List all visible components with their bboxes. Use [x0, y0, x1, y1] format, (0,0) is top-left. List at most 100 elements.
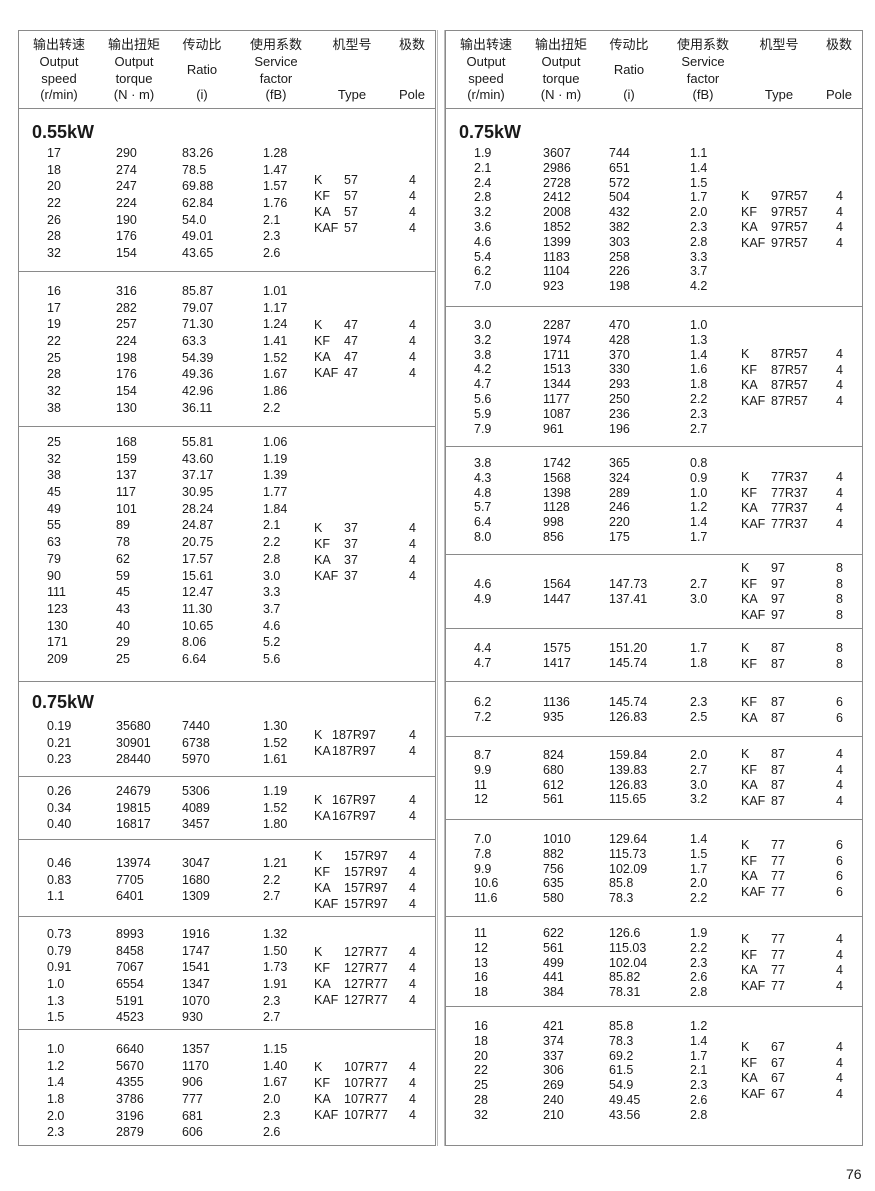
pole-count: 4 [409, 366, 416, 380]
table-row: 1.1 6401 1309 2.7 [19, 889, 435, 906]
table-row: 17 290 83.26 1.28 [19, 146, 435, 163]
ratio-cell: 115.65 [609, 792, 647, 807]
output-speed-cell: 1.5 [47, 1010, 65, 1025]
service-factor-cell: 3.0 [263, 568, 281, 583]
service-factor-cell: 4.6 [263, 618, 281, 633]
ratio-cell: 226 [609, 264, 630, 279]
service-factor-cell: 1.39 [263, 468, 288, 483]
type-line: K 57 4 [19, 173, 435, 189]
table-row: 4.7 1417 145.74 1.8 [446, 656, 862, 671]
type-line: KA 77 4 [446, 963, 862, 979]
output-torque-cell: 62 [116, 551, 130, 566]
output-speed-cell: 63 [47, 535, 61, 550]
type-model: 157R97 [344, 849, 388, 863]
output-torque-cell: 935 [543, 709, 564, 724]
header-label-cn: 使用系数 [676, 37, 729, 52]
pole-count: 4 [409, 865, 416, 879]
output-torque-cell: 2287 [543, 318, 571, 332]
output-torque-cell: 176 [116, 367, 137, 382]
ratio-cell: 43.56 [609, 1107, 641, 1122]
pole-count: 4 [409, 173, 416, 187]
ratio-cell: 30.95 [182, 485, 214, 500]
service-factor-cell: 2.6 [690, 970, 708, 985]
ratio-cell: 78.3 [609, 891, 634, 906]
output-speed-cell: 2.4 [474, 175, 492, 190]
pole-count: 4 [836, 1055, 843, 1070]
type-prefix: K [741, 347, 750, 361]
header-label-cn: 传动比 [609, 37, 649, 52]
table-row: 0.34 19815 4089 1.52 [19, 801, 435, 818]
ratio-cell: 6738 [182, 735, 210, 750]
table-row: 171 29 8.06 5.2 [19, 635, 435, 652]
output-torque-cell: 580 [543, 891, 564, 906]
output-torque-cell: 1564 [543, 577, 571, 591]
output-speed-cell: 9.9 [474, 762, 492, 777]
service-factor-cell: 2.1 [263, 518, 281, 533]
data-rows: 0.73 8993 1916 1.32 0.79 8458 1747 1.50 0.91 7067… [19, 927, 435, 1027]
header-label-en: Output [39, 54, 79, 69]
table-section: 0.75kW 0.19 35680 7440 1.30 0.21 30901 6738 1.52… [19, 682, 435, 777]
output-speed-cell: 2.8 [474, 190, 492, 205]
service-factor-cell: 3.2 [690, 792, 708, 807]
output-torque-cell: 45 [116, 585, 130, 600]
service-factor-cell: 2.0 [690, 748, 708, 762]
output-torque-cell: 24679 [116, 784, 151, 798]
type-model: 157R97 [344, 897, 388, 911]
ratio-cell: 11.30 [182, 601, 213, 616]
type-model: 37 [344, 537, 358, 551]
type-prefix: KAF [741, 235, 766, 250]
type-prefix: KF [741, 853, 757, 868]
output-torque-cell: 635 [543, 876, 564, 891]
output-speed-cell: 16 [47, 284, 61, 298]
pole-count: 4 [836, 747, 843, 761]
data-rows: 3.0 2287 470 1.0 3.2 1974 428 1.3 3.8 1711 370 1.4 4… [446, 318, 862, 436]
output-torque-cell: 1177 [543, 391, 570, 406]
header-label-en: Service [681, 54, 725, 69]
type-prefix: K [314, 318, 323, 332]
output-torque-cell: 1010 [543, 832, 571, 846]
pole-count: 4 [836, 470, 843, 484]
type-prefix: KF [314, 1076, 330, 1090]
service-factor-cell: 1.2 [690, 1019, 708, 1033]
output-torque-cell: 1104 [543, 264, 570, 279]
table-section: 0.55kW 17 290 83.26 1.28 18 274 78.5 1.47 20 247 69… [19, 109, 435, 272]
service-factor-cell: 1.50 [263, 943, 288, 958]
output-speed-cell: 123 [47, 601, 68, 616]
output-speed-cell: 4.6 [474, 577, 492, 591]
ratio-cell: 1916 [182, 927, 210, 941]
table-row: 5.4 1183 258 3.3 [446, 250, 862, 265]
ratio-cell: 63.3 [182, 334, 207, 349]
table-row: 1.0 6640 1357 1.15 [19, 1042, 435, 1059]
type-model: 97R57 [771, 189, 808, 203]
ratio-cell: 85.8 [609, 1019, 634, 1033]
table-row: 63 78 20.75 2.2 [19, 535, 435, 552]
service-factor-cell: 3.0 [690, 777, 708, 792]
output-speed-cell: 1.0 [47, 1042, 65, 1056]
table-row: 25 269 54.9 2.3 [446, 1078, 862, 1093]
table-row: 0.83 7705 1680 2.2 [19, 873, 435, 890]
table-row: 4.9 1447 137.41 3.0 [446, 592, 862, 607]
type-prefix: KF [314, 189, 330, 203]
ratio-cell: 324 [609, 470, 630, 485]
pole-count: 4 [836, 485, 843, 500]
type-model: 37 [344, 553, 358, 567]
type-prefix: KF [741, 576, 757, 591]
power-rating-title: 0.75kW [32, 692, 95, 712]
table-row: 11 612 126.83 3.0 [446, 778, 862, 793]
ratio-cell: 83.26 [182, 146, 214, 160]
service-factor-cell: 1.8 [690, 655, 708, 670]
ratio-cell: 151.20 [609, 641, 648, 655]
type-model: 77R37 [771, 516, 808, 531]
table-row: 3.8 1742 365 0.8 [446, 456, 862, 471]
type-line: KA 87 4 [446, 778, 862, 794]
service-factor-cell: 3.7 [690, 264, 708, 279]
pole-count: 4 [836, 393, 843, 408]
pole-count: 4 [409, 744, 416, 758]
service-factor-cell: 1.76 [263, 196, 288, 211]
type-model: 57 [344, 221, 358, 235]
pole-count: 4 [836, 932, 843, 946]
ratio-cell: 129.64 [609, 832, 648, 846]
pole-count: 4 [836, 347, 843, 361]
ratio-cell: 54.9 [609, 1078, 634, 1093]
type-prefix: KA [314, 1092, 331, 1106]
